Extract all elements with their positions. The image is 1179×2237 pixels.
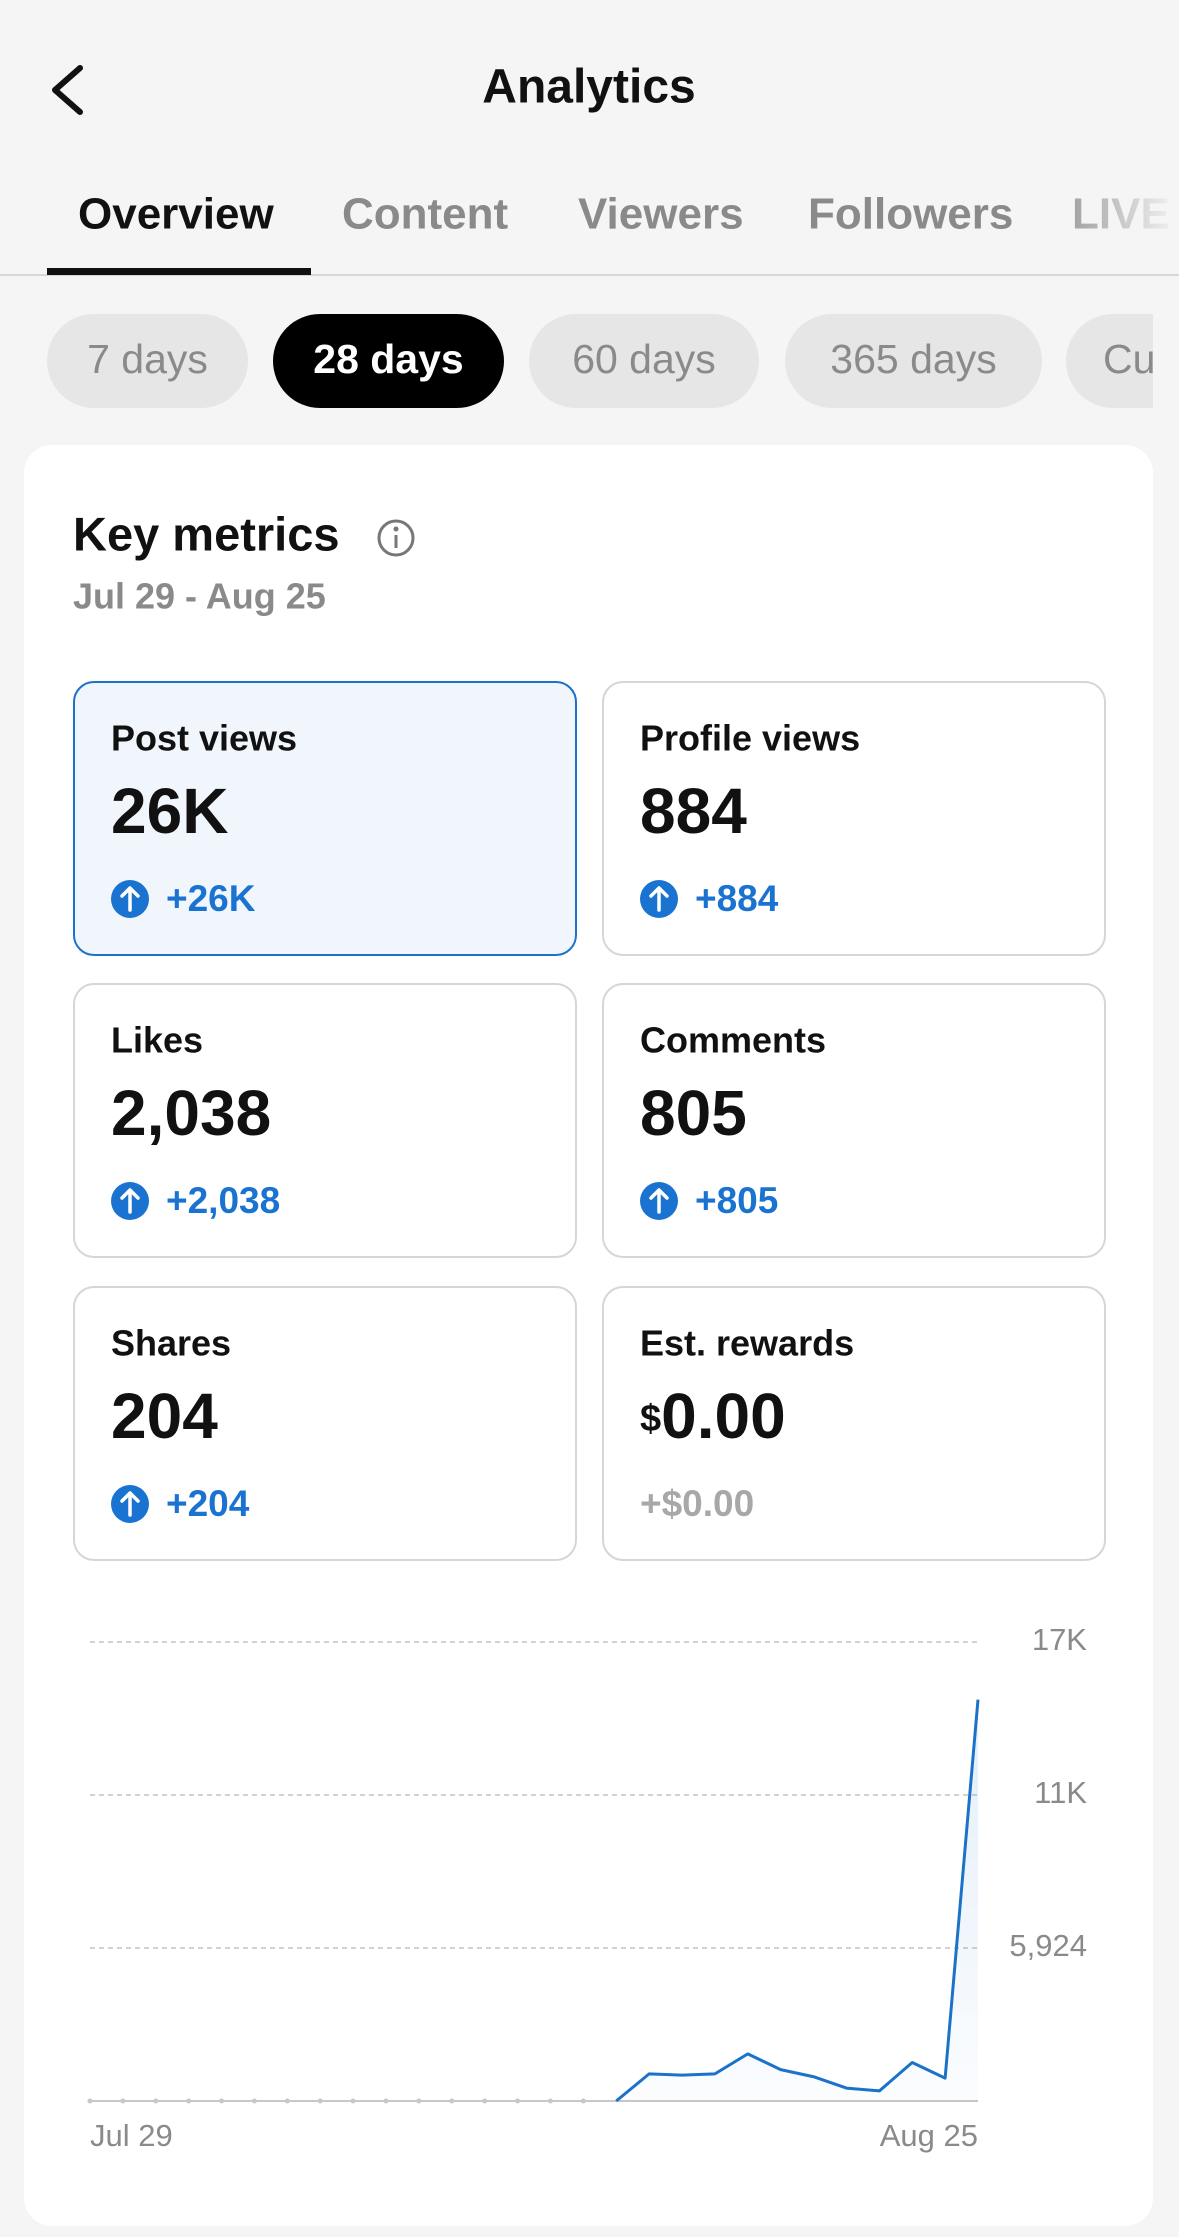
amount: 0.00: [661, 1380, 786, 1452]
tab[interactable]: Overview: [78, 190, 274, 239]
tile-change: +884: [695, 878, 779, 919]
no-data-dot: [317, 2098, 323, 2104]
metric-tile[interactable]: Likes 2,038 +2,038: [73, 983, 577, 1258]
currency: $: [640, 1398, 661, 1440]
tile-background: [602, 983, 1106, 1258]
no-data-dot: [515, 2098, 521, 2104]
date-range: Jul 29 - Aug 25: [73, 576, 326, 617]
back-button[interactable]: [52, 65, 83, 115]
chip-background: [273, 314, 504, 408]
tile-label: Comments: [640, 1020, 826, 1061]
range-chip[interactable]: Custom: [1066, 314, 1179, 408]
range-chip[interactable]: 365 days: [785, 314, 1042, 408]
y-tick-label: 11K: [1034, 1775, 1087, 1810]
chip-label: Custom: [1103, 336, 1179, 382]
tab-bar: OverviewContentViewersFollowersLIVE: [78, 190, 1170, 239]
tile-background: [73, 1286, 577, 1561]
tile-value: 805: [640, 1077, 747, 1149]
icon-arrow: [120, 1188, 140, 1214]
no-data-dot: [219, 2098, 225, 2104]
icon-arrow: [649, 1188, 669, 1214]
chip-background: [785, 314, 1042, 408]
tab[interactable]: Followers: [808, 190, 1013, 239]
tile-label: Est. rewards: [640, 1323, 854, 1364]
chip-background: [47, 314, 248, 408]
tile-background: [73, 681, 577, 956]
range-chips: 7 days 28 days 60 days 365 days Custom: [47, 314, 1179, 408]
no-data-dot: [120, 2098, 126, 2104]
tile-label: Profile views: [640, 718, 860, 759]
no-data-dot: [547, 2098, 553, 2104]
x-tick-label: Aug 25: [880, 2118, 978, 2153]
no-data-dot: [350, 2098, 356, 2104]
up-arrow-icon: [111, 1182, 149, 1220]
icon-arrow: [120, 1491, 140, 1517]
no-data-dot: [87, 2098, 93, 2104]
up-arrow-icon: [111, 880, 149, 918]
page-title: Analytics: [482, 61, 695, 114]
icon-arrow: [649, 886, 669, 912]
tab[interactable]: Content: [342, 190, 509, 239]
icon-arrow: [120, 886, 140, 912]
range-chip[interactable]: 60 days: [529, 314, 759, 408]
tab[interactable]: Viewers: [578, 190, 744, 239]
x-tick-label: Jul 29: [90, 2118, 173, 2153]
no-data-dot: [186, 2098, 192, 2104]
tile-background: [602, 1286, 1106, 1561]
range-chip[interactable]: 28 days: [273, 314, 504, 408]
tab-fade: [1040, 160, 1179, 270]
no-data-dot: [251, 2098, 257, 2104]
tile-change: +2,038: [166, 1180, 280, 1221]
tile-value: 204: [111, 1380, 218, 1452]
tile-value: $0.00: [640, 1380, 786, 1452]
y-tick-label: 17K: [1032, 1622, 1087, 1657]
range-chip[interactable]: 7 days: [47, 314, 248, 408]
up-arrow-icon: [640, 880, 678, 918]
chip-background: [529, 314, 759, 408]
no-data-dot: [416, 2098, 422, 2104]
no-data-dot: [449, 2098, 455, 2104]
y-tick-label: 5,924: [1009, 1928, 1087, 1963]
info-icon[interactable]: [377, 519, 415, 557]
tile-value: 2,038: [111, 1077, 271, 1149]
metric-tile[interactable]: Profile views 884 +884: [602, 681, 1106, 956]
chip-label: 365 days: [830, 336, 996, 382]
metric-tile[interactable]: Est. rewards $0.00 +$0.00: [602, 1286, 1106, 1561]
metric-tile[interactable]: Shares 204 +204: [73, 1286, 577, 1561]
no-data-dot: [482, 2098, 488, 2104]
tile-change: +204: [166, 1483, 250, 1524]
tile-change: +$0.00: [640, 1483, 754, 1524]
chip-label: 60 days: [572, 336, 716, 382]
metric-tile[interactable]: Post views 26K +26K: [73, 681, 577, 956]
chip-label: 7 days: [87, 336, 208, 382]
chip-background: [1066, 314, 1153, 408]
tile-value: 26K: [111, 775, 228, 847]
metric-tile[interactable]: Comments 805 +805: [602, 983, 1106, 1258]
card-title: Key metrics: [73, 507, 340, 560]
tile-background: [73, 983, 577, 1258]
tile-change: +26K: [166, 878, 256, 919]
tile-label: Post views: [111, 718, 297, 759]
chip-label: 28 days: [313, 336, 463, 382]
no-data-dot: [153, 2098, 159, 2104]
metric-tiles: Post views 26K +26K Profile views 884 +884 Lik…: [73, 681, 1106, 1561]
no-data-dot: [383, 2098, 389, 2104]
tile-value: 884: [640, 775, 747, 847]
up-arrow-icon: [111, 1485, 149, 1523]
chart: 5,924 11K 17K Jul 29 Aug 25: [87, 1622, 1087, 2153]
tile-label: Shares: [111, 1323, 231, 1364]
tile-change: +805: [695, 1180, 778, 1221]
up-arrow-icon: [640, 1182, 678, 1220]
line: [615, 1699, 980, 2103]
tile-background: [602, 681, 1106, 956]
no-data-dot: [284, 2098, 290, 2104]
tab-underline: [47, 268, 311, 275]
no-data-dot: [580, 2098, 586, 2104]
tile-label: Likes: [111, 1020, 203, 1061]
